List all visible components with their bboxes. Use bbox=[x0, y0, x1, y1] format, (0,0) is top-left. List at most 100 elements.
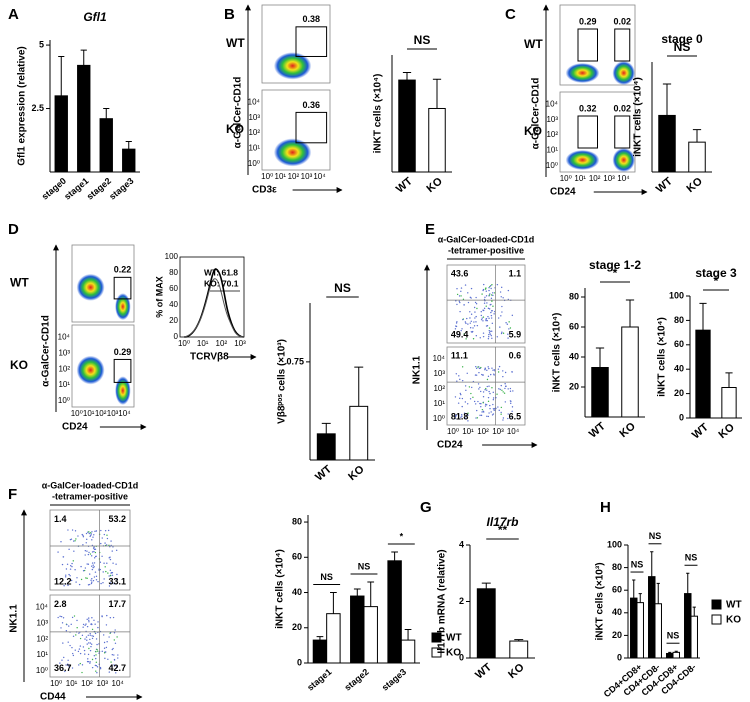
flow-x-label: CD44 bbox=[40, 692, 66, 702]
event bbox=[91, 623, 93, 626]
event bbox=[81, 634, 84, 637]
flow-header: -tetramer-positive bbox=[448, 245, 524, 255]
error-bar bbox=[638, 593, 642, 603]
event bbox=[60, 541, 62, 543]
event bbox=[496, 393, 498, 395]
event bbox=[75, 634, 77, 636]
event bbox=[74, 530, 77, 532]
event bbox=[84, 624, 86, 626]
event bbox=[106, 562, 108, 564]
event bbox=[111, 574, 114, 576]
x-tick-label: stage0 bbox=[40, 176, 68, 202]
event bbox=[461, 405, 463, 408]
event bbox=[88, 531, 90, 533]
event bbox=[68, 548, 70, 551]
event bbox=[487, 366, 489, 368]
event bbox=[492, 369, 494, 371]
event bbox=[456, 380, 458, 382]
event bbox=[87, 584, 90, 586]
event bbox=[108, 636, 110, 638]
event bbox=[497, 406, 499, 408]
event bbox=[488, 294, 491, 296]
y-axis-label: Gfl1 expression (relative) bbox=[17, 46, 28, 166]
event bbox=[93, 562, 96, 564]
event bbox=[93, 655, 96, 657]
bar bbox=[99, 118, 113, 173]
sig-label: NS bbox=[667, 631, 680, 641]
bar bbox=[695, 329, 711, 419]
event bbox=[88, 617, 90, 619]
event bbox=[67, 641, 69, 643]
flow-x-tick: 10⁴ bbox=[112, 679, 125, 688]
y-tick-label: 4 bbox=[459, 539, 464, 549]
event bbox=[473, 400, 476, 403]
event bbox=[77, 650, 80, 653]
event bbox=[461, 366, 464, 368]
event bbox=[86, 643, 88, 645]
event bbox=[469, 317, 471, 319]
event bbox=[470, 320, 472, 322]
bar bbox=[363, 606, 378, 664]
event bbox=[482, 320, 484, 322]
event bbox=[456, 321, 458, 323]
event bbox=[90, 579, 92, 582]
event bbox=[502, 375, 504, 378]
flow-y-tick: 10¹ bbox=[248, 144, 260, 153]
bar bbox=[122, 148, 136, 173]
flow-x-tick: 10¹ bbox=[275, 172, 287, 181]
flow-y-tick: 10⁰ bbox=[433, 414, 445, 423]
event bbox=[82, 536, 85, 538]
error-bar bbox=[692, 129, 702, 143]
flow-x-label: CD24 bbox=[550, 187, 576, 198]
y-axis-label: Il17rb mRNA (relative) bbox=[437, 549, 448, 653]
event bbox=[482, 288, 485, 291]
event bbox=[493, 373, 495, 375]
gate bbox=[295, 26, 328, 57]
y-tick-label: 80 bbox=[569, 291, 579, 301]
event bbox=[113, 583, 115, 585]
event bbox=[73, 550, 75, 552]
event bbox=[458, 375, 460, 377]
event bbox=[504, 371, 507, 374]
event bbox=[475, 302, 478, 305]
event bbox=[113, 664, 115, 666]
event bbox=[61, 563, 64, 566]
event bbox=[117, 657, 119, 659]
event bbox=[112, 647, 114, 650]
flow-y-tick: 10¹ bbox=[546, 146, 558, 155]
event bbox=[73, 540, 75, 542]
hist-x-tick: 10² bbox=[216, 339, 228, 348]
flow-y-tick: 10⁰ bbox=[58, 396, 70, 405]
event bbox=[91, 628, 94, 631]
event bbox=[488, 327, 491, 329]
event bbox=[507, 337, 509, 339]
event bbox=[490, 287, 492, 290]
event bbox=[100, 582, 102, 585]
x-tick-label: WT bbox=[654, 175, 675, 195]
hist-y-tick: 80 bbox=[169, 268, 178, 277]
event bbox=[115, 563, 117, 565]
event bbox=[477, 383, 480, 385]
event bbox=[470, 392, 472, 395]
event bbox=[108, 575, 110, 577]
event bbox=[86, 625, 89, 628]
gate-value: 0.29 bbox=[114, 347, 132, 357]
flow-header: -tetramer-positive bbox=[52, 491, 128, 501]
y-tick-label: 60 bbox=[612, 585, 622, 595]
event bbox=[82, 570, 85, 572]
event bbox=[487, 396, 490, 399]
event bbox=[483, 307, 486, 310]
event bbox=[476, 409, 478, 412]
event bbox=[65, 664, 67, 666]
event bbox=[482, 374, 484, 376]
event bbox=[73, 615, 76, 617]
event bbox=[87, 563, 90, 565]
y-tick-label: 80 bbox=[674, 315, 684, 325]
event bbox=[490, 303, 492, 306]
event bbox=[109, 546, 111, 548]
y-tick-label: 100 bbox=[607, 539, 622, 549]
event bbox=[511, 314, 514, 317]
event bbox=[95, 654, 97, 656]
event bbox=[502, 419, 504, 421]
event bbox=[67, 663, 69, 665]
